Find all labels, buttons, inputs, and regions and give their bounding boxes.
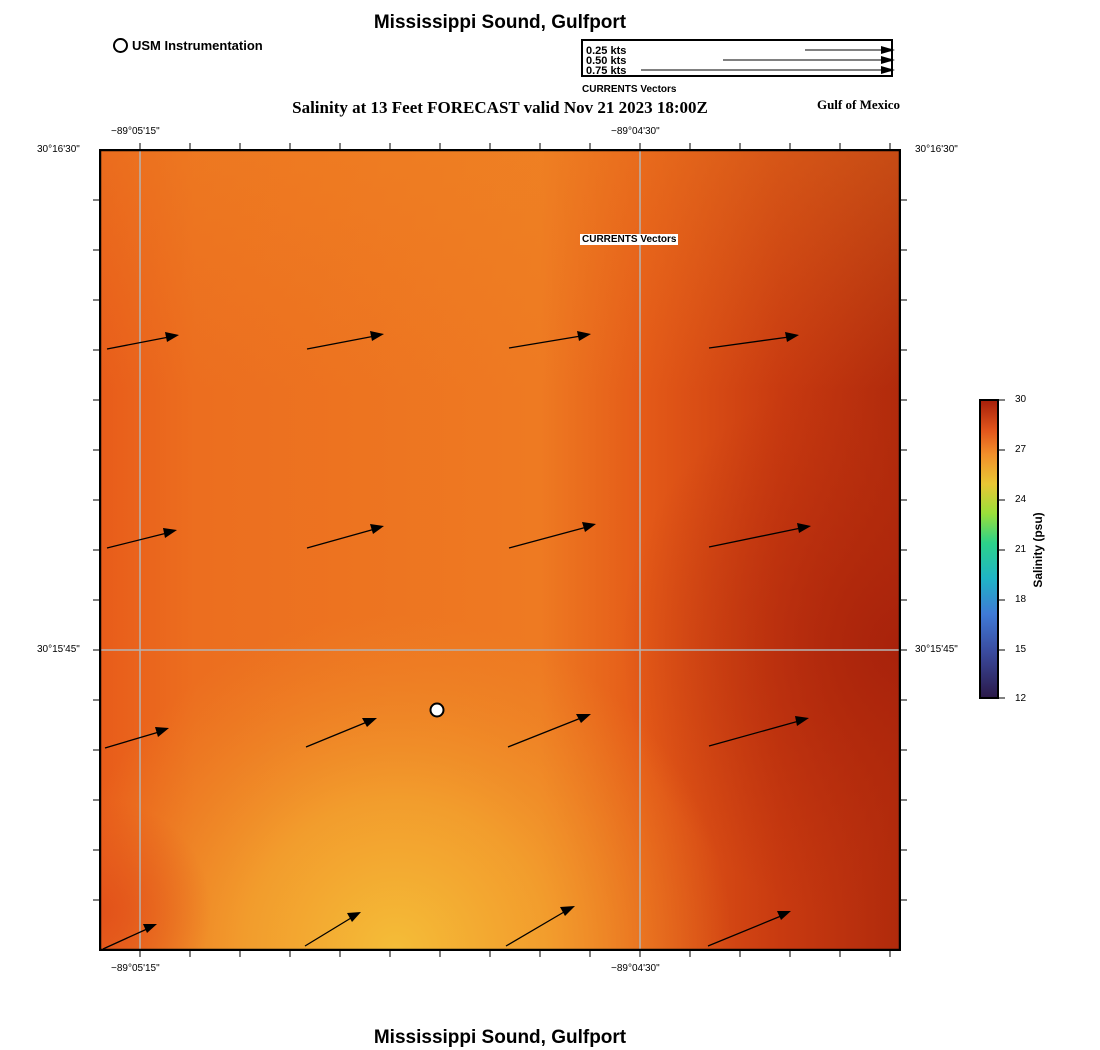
station-legend: USM Instrumentation xyxy=(113,38,263,53)
lat-label-right-north: 30°16'30" xyxy=(915,144,958,155)
lon-label-bottom-east: −89°04'30" xyxy=(611,963,660,974)
colorbar-tick: 27 xyxy=(1015,444,1027,455)
colorbar-tick: 18 xyxy=(1015,594,1027,605)
station-legend-label: USM Instrumentation xyxy=(132,38,263,53)
vector-legend-arrows xyxy=(641,46,895,74)
colorbar-gradient xyxy=(979,399,999,699)
colorbar-tick: 24 xyxy=(1015,494,1027,505)
colorbar-tick: 12 xyxy=(1015,693,1027,704)
station-circle-icon xyxy=(113,38,128,53)
colorbar-label: Salinity (psu) xyxy=(1031,512,1045,588)
vector-legend-row: 0.50 kts xyxy=(586,55,627,67)
current-vectors xyxy=(102,331,811,950)
vector-legend-row: 0.25 kts xyxy=(586,45,627,57)
salinity-field xyxy=(99,149,901,951)
salinity-map[interactable]: CURRENTS Vectors xyxy=(99,149,901,951)
lon-label-bottom-west: −89°05'15" xyxy=(111,963,160,974)
grid-lines xyxy=(99,149,901,951)
map-subtitle: Salinity at 13 Feet FORECAST valid Nov 2… xyxy=(292,98,708,117)
colorbar-tick: 30 xyxy=(1015,394,1027,405)
lat-label-left-mid: 30°15'45" xyxy=(37,644,80,655)
vector-legend-caption: CURRENTS Vectors xyxy=(582,84,677,95)
region-label: Gulf of Mexico xyxy=(816,97,900,112)
lon-label-top-east: −89°04'30" xyxy=(611,126,660,137)
colorbar-tick: 21 xyxy=(1015,544,1027,555)
lat-label-left-north: 30°16'30" xyxy=(37,144,80,155)
vector-legend: 0.25 kts 0.50 kts 0.75 kts xyxy=(581,39,895,77)
colorbar-tick: 15 xyxy=(1015,644,1027,655)
currents-overlay-label: CURRENTS Vectors xyxy=(580,234,679,245)
footer-title: Mississippi Sound, Gulfport xyxy=(373,1027,627,1048)
usm-station-marker xyxy=(429,702,445,718)
colorbar-ticks xyxy=(999,399,1005,699)
lon-label-top-west: −89°05'15" xyxy=(111,126,160,137)
map-frame xyxy=(99,149,901,951)
vector-legend-row: 0.75 kts xyxy=(586,65,627,77)
map-title: Mississippi Sound, Gulfport xyxy=(373,12,627,33)
lat-label-right-mid: 30°15'45" xyxy=(915,644,958,655)
